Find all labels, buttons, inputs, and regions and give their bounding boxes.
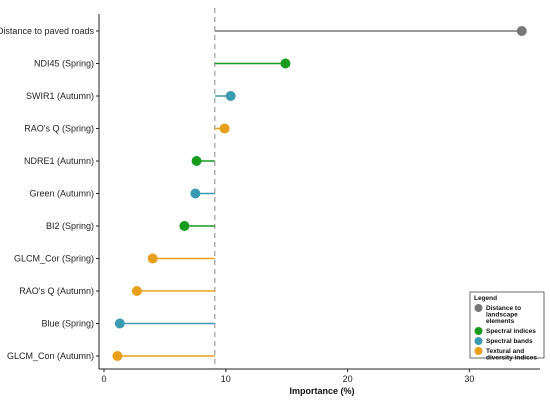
lollipop-marks (112, 26, 527, 361)
x-axis-label: Importance (%) (289, 386, 354, 396)
y-tick-label: SWIR1 (Autumn) (26, 91, 94, 101)
y-tick-label: GLCM_Cor (Spring) (14, 254, 94, 264)
legend-swatch (474, 327, 483, 335)
lollipop-point (280, 58, 291, 69)
lollipop-point (114, 318, 125, 329)
y-tick-label: NDRE1 (Autumn) (24, 156, 94, 166)
legend-swatch (474, 347, 483, 355)
lollipop-point (179, 221, 190, 231)
y-tick-label: GLCM_Con (Autumn) (7, 351, 94, 361)
y-tick-label: Blue (Spring) (41, 319, 94, 329)
x-tick-label: 30 (464, 374, 474, 384)
x-tick-labels: 0 10 20 30 (101, 369, 474, 384)
legend-title: Legend (474, 295, 497, 302)
x-tick-label: 10 (221, 374, 231, 384)
legend-label: landscape (486, 312, 518, 319)
lollipop-point (516, 26, 527, 36)
legend-label: Spectral bands (486, 338, 533, 345)
legend-label: Textural and (486, 348, 524, 355)
lollipop-point (147, 253, 158, 264)
lollipop-point (190, 188, 201, 199)
y-tick-labels: Distance to paved roads NDI45 (Spring) SWI… (0, 26, 99, 361)
legend-swatch (474, 337, 483, 345)
y-tick-label: NDI45 (Spring) (34, 59, 94, 69)
x-tick-label: 0 (101, 374, 106, 384)
y-tick-label: RAO's Q (Autumn) (19, 286, 94, 296)
legend-label: Spectral indices (486, 328, 536, 335)
legend-box (469, 291, 545, 359)
y-tick-label: Distance to paved roads (0, 26, 94, 36)
lollipop-point (112, 351, 123, 361)
lollipop-point (191, 156, 202, 166)
lollipop-point (219, 123, 230, 134)
legend-label: diversity indices (486, 355, 537, 362)
x-tick-label: 20 (343, 374, 353, 384)
y-tick-label: BI2 (Spring) (46, 221, 94, 231)
lollipop-point (131, 286, 142, 296)
y-tick-label: RAO's Q (Spring) (24, 124, 94, 134)
legend-label: elements (486, 318, 515, 325)
legend-label: Distance to (486, 305, 521, 312)
y-tick-label: Green (Autumn) (29, 189, 94, 199)
lollipop-point (225, 91, 236, 101)
legend-swatch (474, 304, 483, 312)
axes (98, 14, 540, 370)
